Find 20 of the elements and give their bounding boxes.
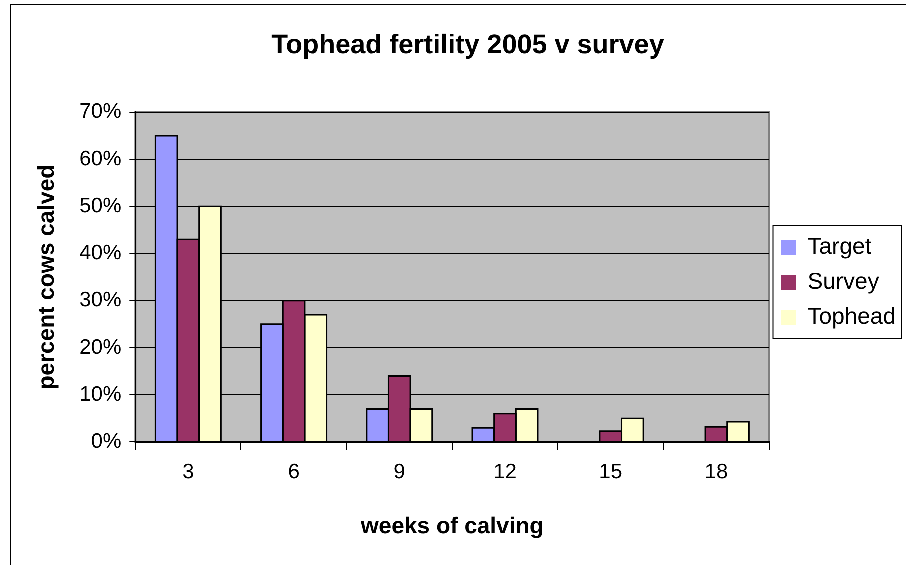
legend-label: Tophead	[808, 302, 896, 329]
x-tick-label: 12	[494, 460, 517, 484]
x-tick-label: 3	[182, 460, 194, 484]
y-tick-label: 30%	[80, 288, 122, 312]
legend-label: Target	[808, 232, 872, 259]
y-tick-label: 70%	[80, 100, 122, 124]
y-tick-label: 20%	[80, 336, 122, 359]
y-axis-title: percent cows calved	[33, 164, 60, 390]
x-tick-label: 9	[394, 460, 406, 484]
y-tick-label: 0%	[91, 430, 122, 453]
x-tick-label: 18	[704, 460, 728, 484]
chart-title: Tophead fertility 2005 v survey	[272, 30, 664, 60]
y-tick-label: 10%	[80, 382, 122, 406]
y-tick-label: 60%	[80, 147, 122, 170]
x-axis-title: weeks of calving	[360, 512, 544, 539]
legend-label: Survey	[808, 268, 880, 294]
y-tick-label: 40%	[80, 242, 122, 265]
x-tick-label: 15	[599, 460, 623, 484]
x-tick-label: 6	[288, 460, 300, 484]
y-tick-label: 50%	[80, 194, 122, 218]
